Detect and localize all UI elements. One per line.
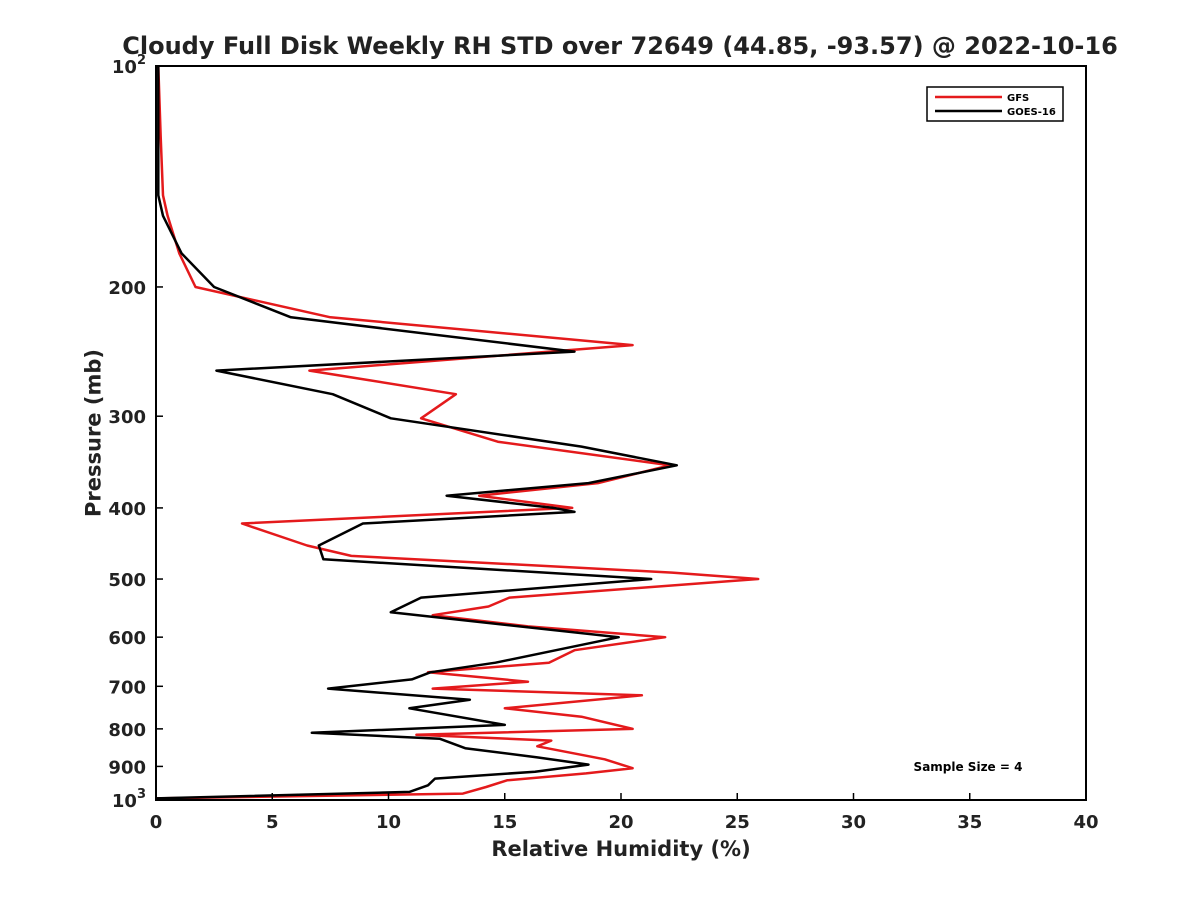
y-tick-label: 400 [108, 499, 146, 520]
y-tick-label: 300 [108, 407, 146, 428]
series-line-goes-16 [155, 66, 679, 800]
y-axis-label: Pressure (mb) [81, 349, 105, 517]
y-tick-label: 103 [112, 787, 146, 812]
series-line-gfs [155, 65, 760, 800]
y-tick-label: 200 [108, 278, 146, 299]
y-tick-label: 800 [108, 720, 146, 741]
x-tick-label: 20 [608, 812, 633, 833]
chart-title: Cloudy Full Disk Weekly RH STD over 7264… [122, 32, 1118, 60]
x-tick-label: 25 [725, 812, 750, 833]
legend-box [926, 86, 1064, 122]
legend-entry: GOES-16 [1007, 107, 1056, 118]
x-tick-label: 15 [492, 812, 517, 833]
x-tick-label: 5 [266, 812, 279, 833]
y-tick-label: 600 [108, 628, 146, 649]
sample-size-annotation: Sample Size = 4 [914, 760, 1023, 774]
legend-entry: GFS [1007, 93, 1029, 104]
y-tick-label: 700 [108, 677, 146, 698]
y-tick-label: 102 [112, 53, 146, 78]
x-tick-label: 35 [957, 812, 982, 833]
legend: GFS GOES-16 [926, 86, 1064, 122]
x-tick-label: 40 [1073, 812, 1098, 833]
series-layer [155, 65, 760, 800]
y-tick-label: 500 [108, 570, 146, 591]
x-tick-label: 10 [376, 812, 401, 833]
y-tick-label: 900 [108, 757, 146, 778]
x-tick-label: 30 [841, 812, 866, 833]
x-axis-label: Relative Humidity (%) [491, 837, 750, 861]
plot-area [155, 65, 1087, 801]
axis-ticks: 0 5 10 15 20 25 30 35 40 102 200 300 400 500 600 700 800… [108, 53, 1098, 833]
x-tick-label: 0 [150, 812, 163, 833]
